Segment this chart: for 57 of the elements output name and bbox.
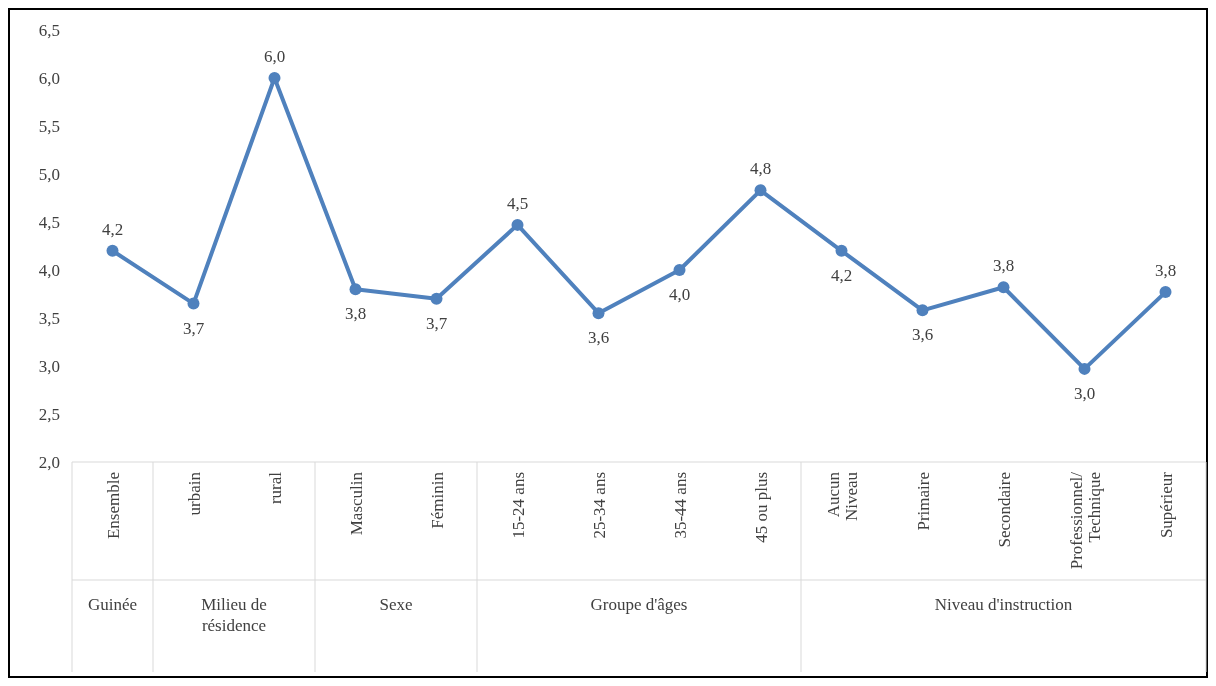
point — [592, 307, 605, 320]
x-tick-label: urbain — [184, 471, 204, 516]
x-tick-label: 45 ou plus — [751, 472, 771, 543]
x-tick-label: Ensemble — [103, 472, 123, 540]
data-label: 3,7 — [182, 318, 205, 338]
point — [1078, 362, 1091, 375]
point — [106, 244, 119, 257]
point — [1159, 286, 1172, 299]
x-tick-label: 35-44 ans — [670, 472, 690, 539]
point — [754, 184, 767, 197]
data-label: 3,8 — [1154, 261, 1177, 281]
data-label: 4,2 — [830, 265, 853, 285]
y-tick-label: 3,5 — [38, 309, 60, 328]
data-label: 4,8 — [749, 159, 772, 179]
x-tick-label: Supérieur — [1156, 471, 1176, 539]
y-tick-label: 5,5 — [38, 117, 60, 136]
point — [349, 283, 362, 296]
point — [511, 218, 524, 231]
x-tick-label: Aucun Niveau — [823, 471, 861, 522]
y-tick-label: 6,5 — [38, 21, 60, 40]
y-tick-label: 6,0 — [38, 69, 60, 88]
y-tick-label: 4,0 — [38, 261, 60, 280]
point — [430, 292, 443, 305]
text: Sexe — [379, 595, 413, 614]
data-label: 4,0 — [668, 285, 691, 304]
y-tick-label: 3,0 — [38, 357, 60, 376]
point — [916, 304, 929, 317]
data-label: 4,2 — [101, 219, 124, 239]
x-tick-label: Masculin — [346, 471, 366, 536]
text: Milieu de résidence — [201, 595, 267, 635]
x-tick-label: Primaire — [913, 472, 933, 531]
y-tick-label: 2,5 — [38, 405, 60, 424]
point — [187, 297, 200, 310]
x-tick-label: Secondaire — [994, 472, 1014, 548]
x-tick-label: 15-24 ans — [508, 472, 528, 539]
y-tick-label: 5,0 — [38, 165, 60, 184]
point — [673, 264, 686, 276]
point — [835, 244, 848, 257]
text: Niveau d'instruction — [934, 595, 1073, 614]
y-tick-label: 4,5 — [38, 213, 60, 232]
data-label: 3,8 — [344, 304, 367, 324]
data-label: 3,0 — [1073, 383, 1096, 403]
x-tick-label: 25-34 ans — [589, 472, 609, 539]
data-label: 3,8 — [992, 256, 1015, 276]
data-label: 3,6 — [587, 328, 610, 348]
x-tick-label: Professionnel/ Technique — [1066, 471, 1104, 570]
point — [997, 281, 1010, 294]
data-label: 4,5 — [506, 193, 529, 213]
x-tick-label: rural — [265, 471, 285, 505]
data-label: 3,7 — [425, 313, 448, 333]
text: Groupe d'âges — [590, 595, 688, 614]
x-tick-label: Féminin — [427, 471, 447, 529]
y-tick-label: 2,0 — [38, 453, 60, 472]
data-label: 6,0 — [263, 47, 286, 66]
point — [268, 72, 281, 84]
text: Guinée — [87, 595, 138, 614]
data-label: 3,6 — [911, 325, 934, 345]
